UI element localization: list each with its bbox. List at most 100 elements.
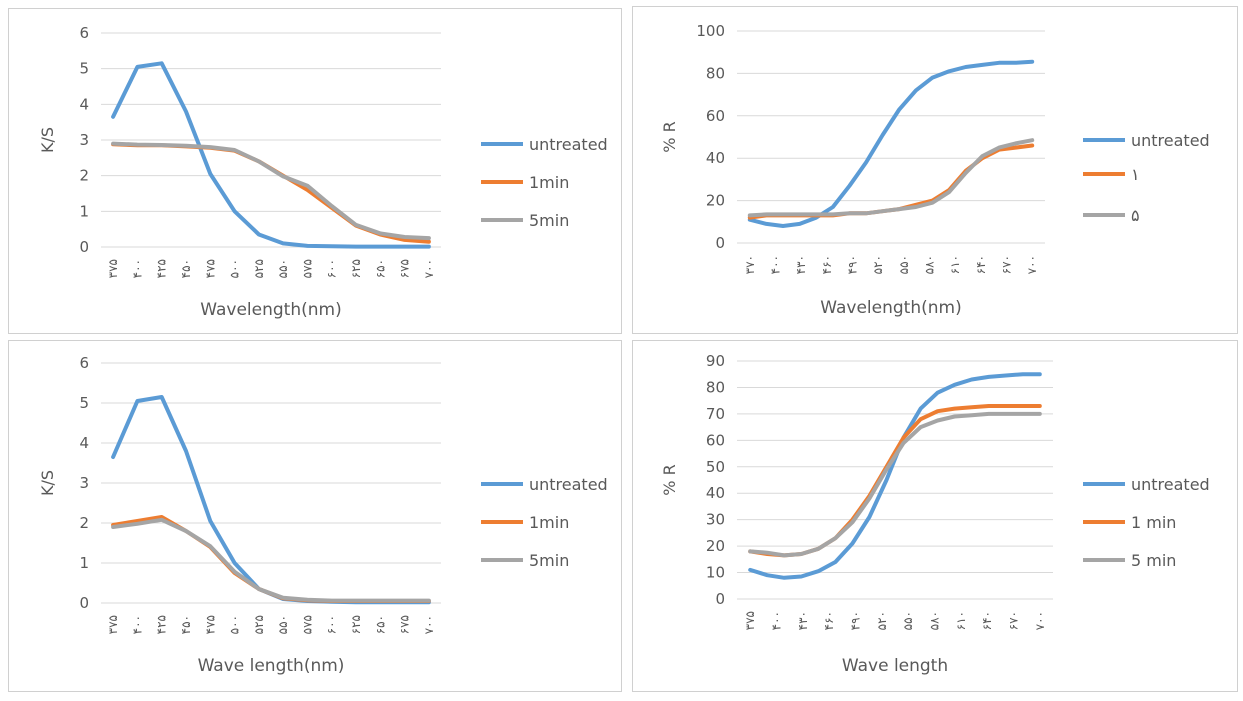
y-tick-label: 60 [706, 107, 725, 125]
x-tick-label: ۶۷۰ [1007, 611, 1021, 630]
x-tick-label: ۴۵۰ [179, 259, 193, 278]
legend-label: 1 min [1131, 513, 1176, 532]
y-tick-label: 0 [79, 238, 89, 256]
x-tick-label: ۵۵۰ [901, 611, 915, 630]
x-tick-label: ۳۷۵ [743, 611, 757, 630]
reflectance-chart-bottom-right: 0 10 20 30 40 50 60 70 80 90 ۳۷۵ ۴۰۰ ۴۳۰ ۴۶۰ ۴۹۰ ۵۲۰ ۵۵۰… [632, 340, 1238, 692]
x-tick-label: ۴۰۰ [770, 611, 784, 630]
x-tick-label: ۴۰۰ [130, 259, 144, 278]
x-tick-label: ۴۶۰ [822, 611, 836, 630]
x-tick-label: ۶۲۵ [349, 615, 363, 634]
y-tick-label: 80 [706, 64, 725, 82]
y-tick-label: 80 [706, 378, 725, 396]
ks-chart-bottom-left-svg: 0 1 2 3 4 5 6 ۳۷۵ ۴۰۰ ۴۲۵ ۴۵۰ ۴۷۵ ۵۰۰ ۵۲۵ ۵۵۰ ۵۷۵ ۶۰۰ ۶۲۵… [38, 354, 608, 676]
y-tick-label: 0 [715, 234, 725, 252]
x-tick-label: ۵۲۰ [871, 255, 885, 274]
x-tick-label: ۳۷۵ [106, 259, 120, 278]
y-tick-label: 100 [696, 22, 725, 40]
y-tick-label: 4 [79, 434, 89, 452]
y-tick-label: 90 [706, 352, 725, 370]
y-tick-label: 40 [706, 149, 725, 167]
legend-label: ۵ [1131, 206, 1140, 225]
x-tick-label: ۴۹۰ [849, 611, 863, 630]
x-tick-label: ۷۰۰ [1025, 255, 1039, 274]
x-tick-label: ۵۲۰ [875, 611, 889, 630]
legend-label: untreated [1131, 475, 1210, 494]
legend-label: 5min [529, 551, 569, 570]
x-tick-label: ۶۷۵ [398, 615, 412, 634]
x-tick-label: ۴۰۰ [769, 255, 783, 274]
y-tick-label: 70 [706, 405, 725, 423]
x-tick-label: ۷۰۰ [1033, 611, 1047, 630]
x-tick-label: ۴۲۵ [155, 259, 169, 278]
y-axis-title: K/S [38, 470, 57, 496]
legend-label: 5min [529, 211, 569, 230]
y-axis-title: % R [660, 464, 679, 495]
x-tick-label: ۵۸۰ [928, 611, 942, 630]
x-axis-title: Wavelength(nm) [200, 300, 341, 320]
y-tick-label: 5 [79, 60, 89, 78]
y-tick-label: 6 [79, 24, 89, 42]
x-tick-label: ۳۷۰ [743, 255, 757, 274]
y-tick-label: 20 [706, 192, 725, 210]
series-line-0 [747, 59, 1035, 228]
x-tick-label: ۵۸۰ [923, 255, 937, 274]
x-axis-title: Wavelength(nm) [820, 298, 961, 318]
y-tick-label: 4 [79, 95, 89, 113]
y-tick-label: 1 [79, 202, 89, 220]
x-tick-label: ۶۴۰ [974, 255, 988, 274]
legend-label: 5 min [1131, 551, 1176, 570]
x-tick-label: ۴۶۰ [820, 255, 834, 274]
x-tick-label: ۴۷۵ [203, 259, 217, 278]
legend-label: ۱ [1131, 165, 1140, 184]
x-tick-label: ۵۵۰ [276, 259, 290, 278]
y-tick-label: 20 [706, 537, 725, 555]
x-axis-title: Wave length [842, 656, 948, 676]
x-tick-label: ۶۴۰ [980, 611, 994, 630]
x-tick-label: ۴۹۰ [846, 255, 860, 274]
series-line-2 [748, 411, 1042, 558]
x-tick-label: ۶۱۰ [954, 611, 968, 630]
x-tick-label: ۴۳۰ [794, 255, 808, 274]
x-tick-label: ۷۰۰ [422, 615, 436, 634]
x-tick-label: ۶۰۰ [325, 615, 339, 634]
reflectance-chart-bottom-right-svg: 0 10 20 30 40 50 60 70 80 90 ۳۷۵ ۴۰۰ ۴۳۰ ۴۶۰ ۴۹۰ ۵۲۰ ۵۵۰… [660, 352, 1210, 676]
x-tick-label: ۴۰۰ [130, 615, 144, 634]
y-axis-title: % R [660, 121, 679, 152]
reflectance-chart-top-right: 0 20 40 60 80 100 ۳۷۰ ۴۰۰ ۴۳۰ ۴۶۰ ۴۹۰ ۵۲۰ ۵۵۰ ۵۸۰ ۶۱۰ ۶… [632, 6, 1238, 334]
x-tick-label: ۷۰۰ [422, 259, 436, 278]
x-tick-label: ۵۰۰ [228, 615, 242, 634]
x-tick-label: ۶۵۰ [373, 615, 387, 634]
series-line-0 [111, 395, 431, 605]
x-tick-label: ۵۰۰ [228, 259, 242, 278]
ks-chart-top-left: 0 1 2 3 4 5 6 ۳۷۵ ۴۰۰ ۴۲۵ ۴۵۰ ۴۷۵ ۵۰۰ ۵۲۵ ۵۵۰ ۵۷۵ ۶۰۰ ۶۲۵… [8, 8, 622, 334]
y-tick-label: 2 [79, 514, 89, 532]
y-tick-label: 1 [79, 554, 89, 572]
x-tick-label: ۵۷۵ [300, 259, 314, 278]
x-tick-label: ۳۷۵ [106, 615, 120, 634]
y-tick-label: 40 [706, 484, 725, 502]
ks-chart-bottom-left: 0 1 2 3 4 5 6 ۳۷۵ ۴۰۰ ۴۲۵ ۴۵۰ ۴۷۵ ۵۰۰ ۵۲۵ ۵۵۰ ۵۷۵ ۶۰۰ ۶۲۵… [8, 340, 622, 692]
y-tick-label: 3 [79, 131, 89, 149]
series-line-2 [747, 138, 1035, 218]
x-tick-label: ۶۵۰ [373, 259, 387, 278]
y-axis-title: K/S [38, 127, 57, 153]
series-line-1 [747, 143, 1035, 220]
y-tick-label: 0 [715, 590, 725, 608]
y-tick-label: 30 [706, 511, 725, 529]
ks-chart-top-left-svg: 0 1 2 3 4 5 6 ۳۷۵ ۴۰۰ ۴۲۵ ۴۵۰ ۴۷۵ ۵۰۰ ۵۲۵ ۵۵۰ ۵۷۵ ۶۰۰ ۶۲۵… [38, 24, 608, 320]
x-tick-label: ۶۱۰ [948, 255, 962, 274]
x-tick-label: ۶۷۵ [398, 259, 412, 278]
x-tick-label: ۵۲۵ [252, 615, 266, 634]
x-axis-title: Wave length(nm) [198, 656, 345, 676]
x-tick-label: ۵۲۵ [252, 259, 266, 278]
y-tick-label: 2 [79, 167, 89, 185]
series-line-1 [748, 404, 1042, 558]
legend-label: untreated [529, 135, 608, 154]
series-line-2 [111, 517, 431, 603]
y-tick-label: 3 [79, 474, 89, 492]
x-tick-label: ۶۲۵ [349, 259, 363, 278]
series-line-2 [111, 141, 431, 241]
series-line-0 [111, 61, 431, 249]
y-tick-label: 0 [79, 594, 89, 612]
